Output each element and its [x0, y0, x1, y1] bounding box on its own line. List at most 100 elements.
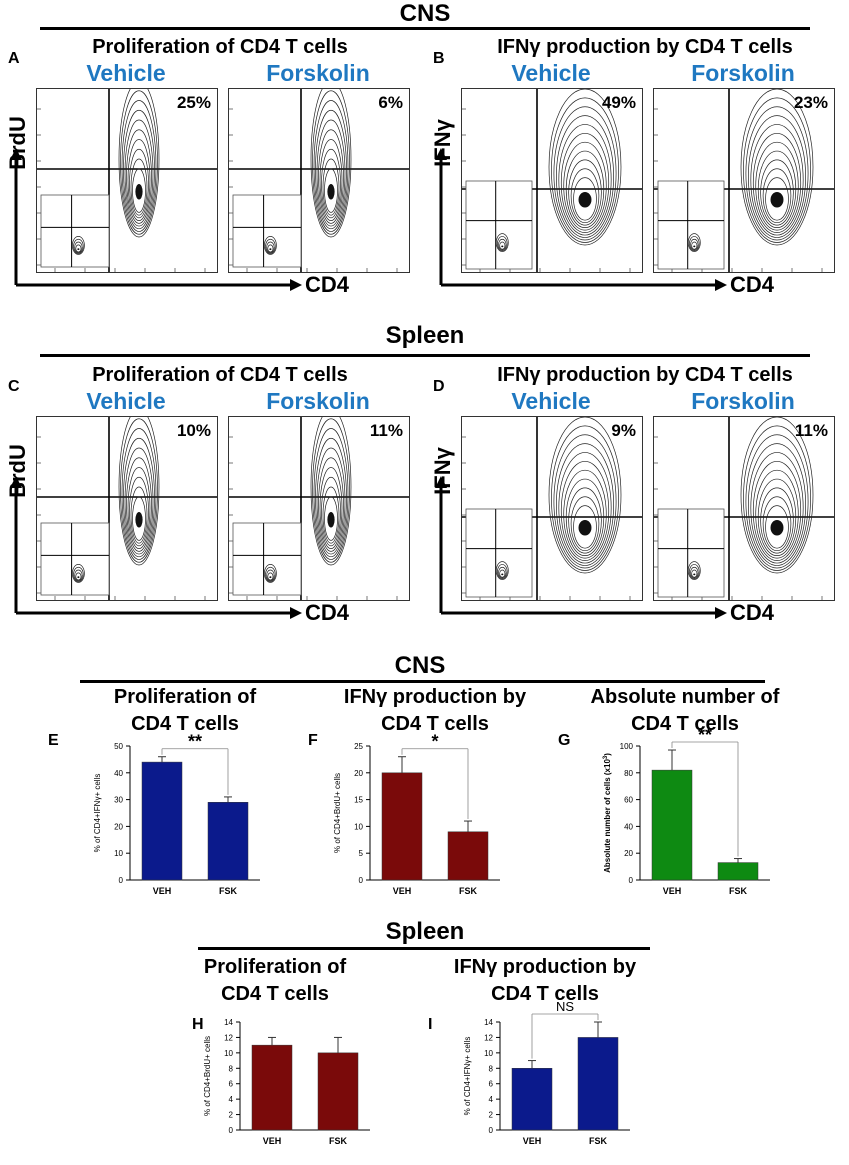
- y-tick-label: 30: [114, 796, 123, 805]
- quadrant-percentage: 9%: [611, 421, 636, 440]
- contour-ring: [315, 109, 347, 230]
- inset-contour: [687, 233, 701, 252]
- bar-panel-e: Proliferation of CD4 T cells E 0 10 20 30 40 50%…: [48, 680, 320, 910]
- y-tick-label: 60: [624, 796, 633, 805]
- contour-ring: [760, 159, 794, 226]
- contour-ring: [130, 158, 148, 216]
- panel-title: IFNγ production by CD4 T cells: [497, 364, 793, 386]
- contour-core: [269, 576, 272, 579]
- flow-plot-canvas: [654, 417, 834, 600]
- contour-ring: [118, 417, 160, 566]
- contour-ring: [264, 236, 277, 255]
- y-tick-label: 6: [229, 1080, 234, 1089]
- population-contour: [118, 417, 160, 566]
- chart-title-line: CD4 T cells: [631, 713, 739, 735]
- contour-ring: [126, 457, 152, 552]
- x-tick-label: FSK: [729, 886, 748, 896]
- population-contour: [310, 417, 352, 566]
- contour-ring: [755, 469, 799, 559]
- contour-ring: [568, 159, 602, 226]
- condition-label-forskolin: Forskolin: [691, 60, 795, 86]
- contour-core: [327, 511, 335, 528]
- bar-veh: [651, 769, 693, 881]
- contour-ring: [266, 569, 275, 582]
- y-axis-label: BrdU: [5, 116, 30, 170]
- contour-ring: [556, 115, 614, 238]
- contour-ring: [750, 452, 804, 564]
- bar-fsk: [207, 802, 249, 881]
- contour-ring: [74, 241, 83, 254]
- y-axis-arrowhead: [435, 148, 447, 160]
- contour-ring: [565, 150, 605, 228]
- population-contour: [548, 89, 622, 246]
- axis-arrows: [435, 476, 727, 619]
- contour-core: [578, 519, 592, 536]
- contour-ring: [765, 505, 789, 549]
- contour-core: [501, 573, 504, 576]
- contour-ring: [319, 467, 343, 549]
- y-axis-label: % of CD4+BrdU+ cells: [333, 773, 342, 853]
- y-tick-label: 25: [354, 742, 363, 751]
- population-contour: [740, 89, 814, 246]
- contour-ring: [563, 469, 607, 559]
- bar-fsk: [577, 1037, 619, 1131]
- y-tick-label: 8: [229, 1064, 234, 1073]
- flow-plot-canvas: [37, 89, 217, 272]
- isotype-inset: [657, 508, 725, 598]
- contour-ring: [72, 236, 85, 255]
- significance-marker: *: [431, 732, 438, 752]
- contour-ring: [74, 569, 83, 582]
- quadrant-percentage: 49%: [601, 93, 636, 112]
- flow-plot-canvas: [37, 417, 217, 600]
- bar-fsk: [317, 1052, 359, 1131]
- panel-title: Proliferation of CD4 T cells: [92, 364, 348, 386]
- x-axis-arrowhead: [290, 279, 302, 291]
- axis-arrows: [435, 148, 727, 291]
- contour-ring: [553, 434, 617, 569]
- contour-ring: [120, 418, 158, 563]
- contour-ring: [312, 418, 350, 563]
- inset-contour: [687, 561, 701, 580]
- contour-ring: [124, 447, 154, 555]
- inset-contour: [264, 564, 277, 583]
- chart-title-line: IFNγ production by: [453, 956, 637, 978]
- y-tick-label: 10: [114, 849, 123, 858]
- contour-ring: [319, 139, 343, 221]
- condition-label-forskolin: Forskolin: [266, 388, 370, 414]
- contour-ring: [558, 452, 612, 564]
- chart-title: Proliferation of CD4 T cells: [70, 684, 300, 738]
- contour-core: [77, 576, 80, 579]
- contour-ring: [745, 106, 809, 241]
- x-axis-arrowhead: [290, 607, 302, 619]
- bar-chart-svg: 0 2 4 6 8 10 12 14 % of CD4+BrdU+ cells VEH FSK: [203, 1018, 370, 1146]
- population-contour: [118, 89, 160, 238]
- chart-title-line: CD4 T cells: [221, 983, 329, 1005]
- contour-ring: [324, 496, 338, 541]
- contour-core: [269, 248, 272, 251]
- panel-letter: D: [433, 378, 445, 395]
- contour-ring: [548, 89, 622, 246]
- isotype-inset: [40, 522, 110, 596]
- population-contour: [740, 417, 814, 574]
- y-tick-label: 14: [224, 1018, 233, 1027]
- y-tick-label: 0: [359, 876, 364, 885]
- contour-core: [501, 245, 504, 248]
- contour-ring: [498, 238, 507, 251]
- contour-ring: [266, 241, 275, 254]
- contour-ring: [120, 90, 158, 235]
- contour-ring: [264, 564, 277, 583]
- panel-letter: A: [8, 50, 20, 67]
- y-axis-label: Absolute number of cells (x103): [603, 753, 612, 873]
- contour-ring: [130, 486, 148, 544]
- contour-ring: [121, 100, 157, 232]
- flow-plot-canvas: [462, 417, 642, 600]
- significance-marker: NS: [556, 999, 574, 1014]
- contour-ring: [318, 129, 344, 224]
- flow-plot-canvas: [462, 89, 642, 272]
- contour-ring: [762, 168, 792, 224]
- y-axis-label: BrdU: [5, 444, 30, 498]
- bar-chart-svg: 0 2 4 6 8 10 12 14 % of CD4+IFNγ+ cells VEH FSK NS: [463, 999, 630, 1146]
- contour-ring: [740, 417, 814, 574]
- contour-core: [693, 245, 696, 248]
- contour-ring: [499, 569, 506, 578]
